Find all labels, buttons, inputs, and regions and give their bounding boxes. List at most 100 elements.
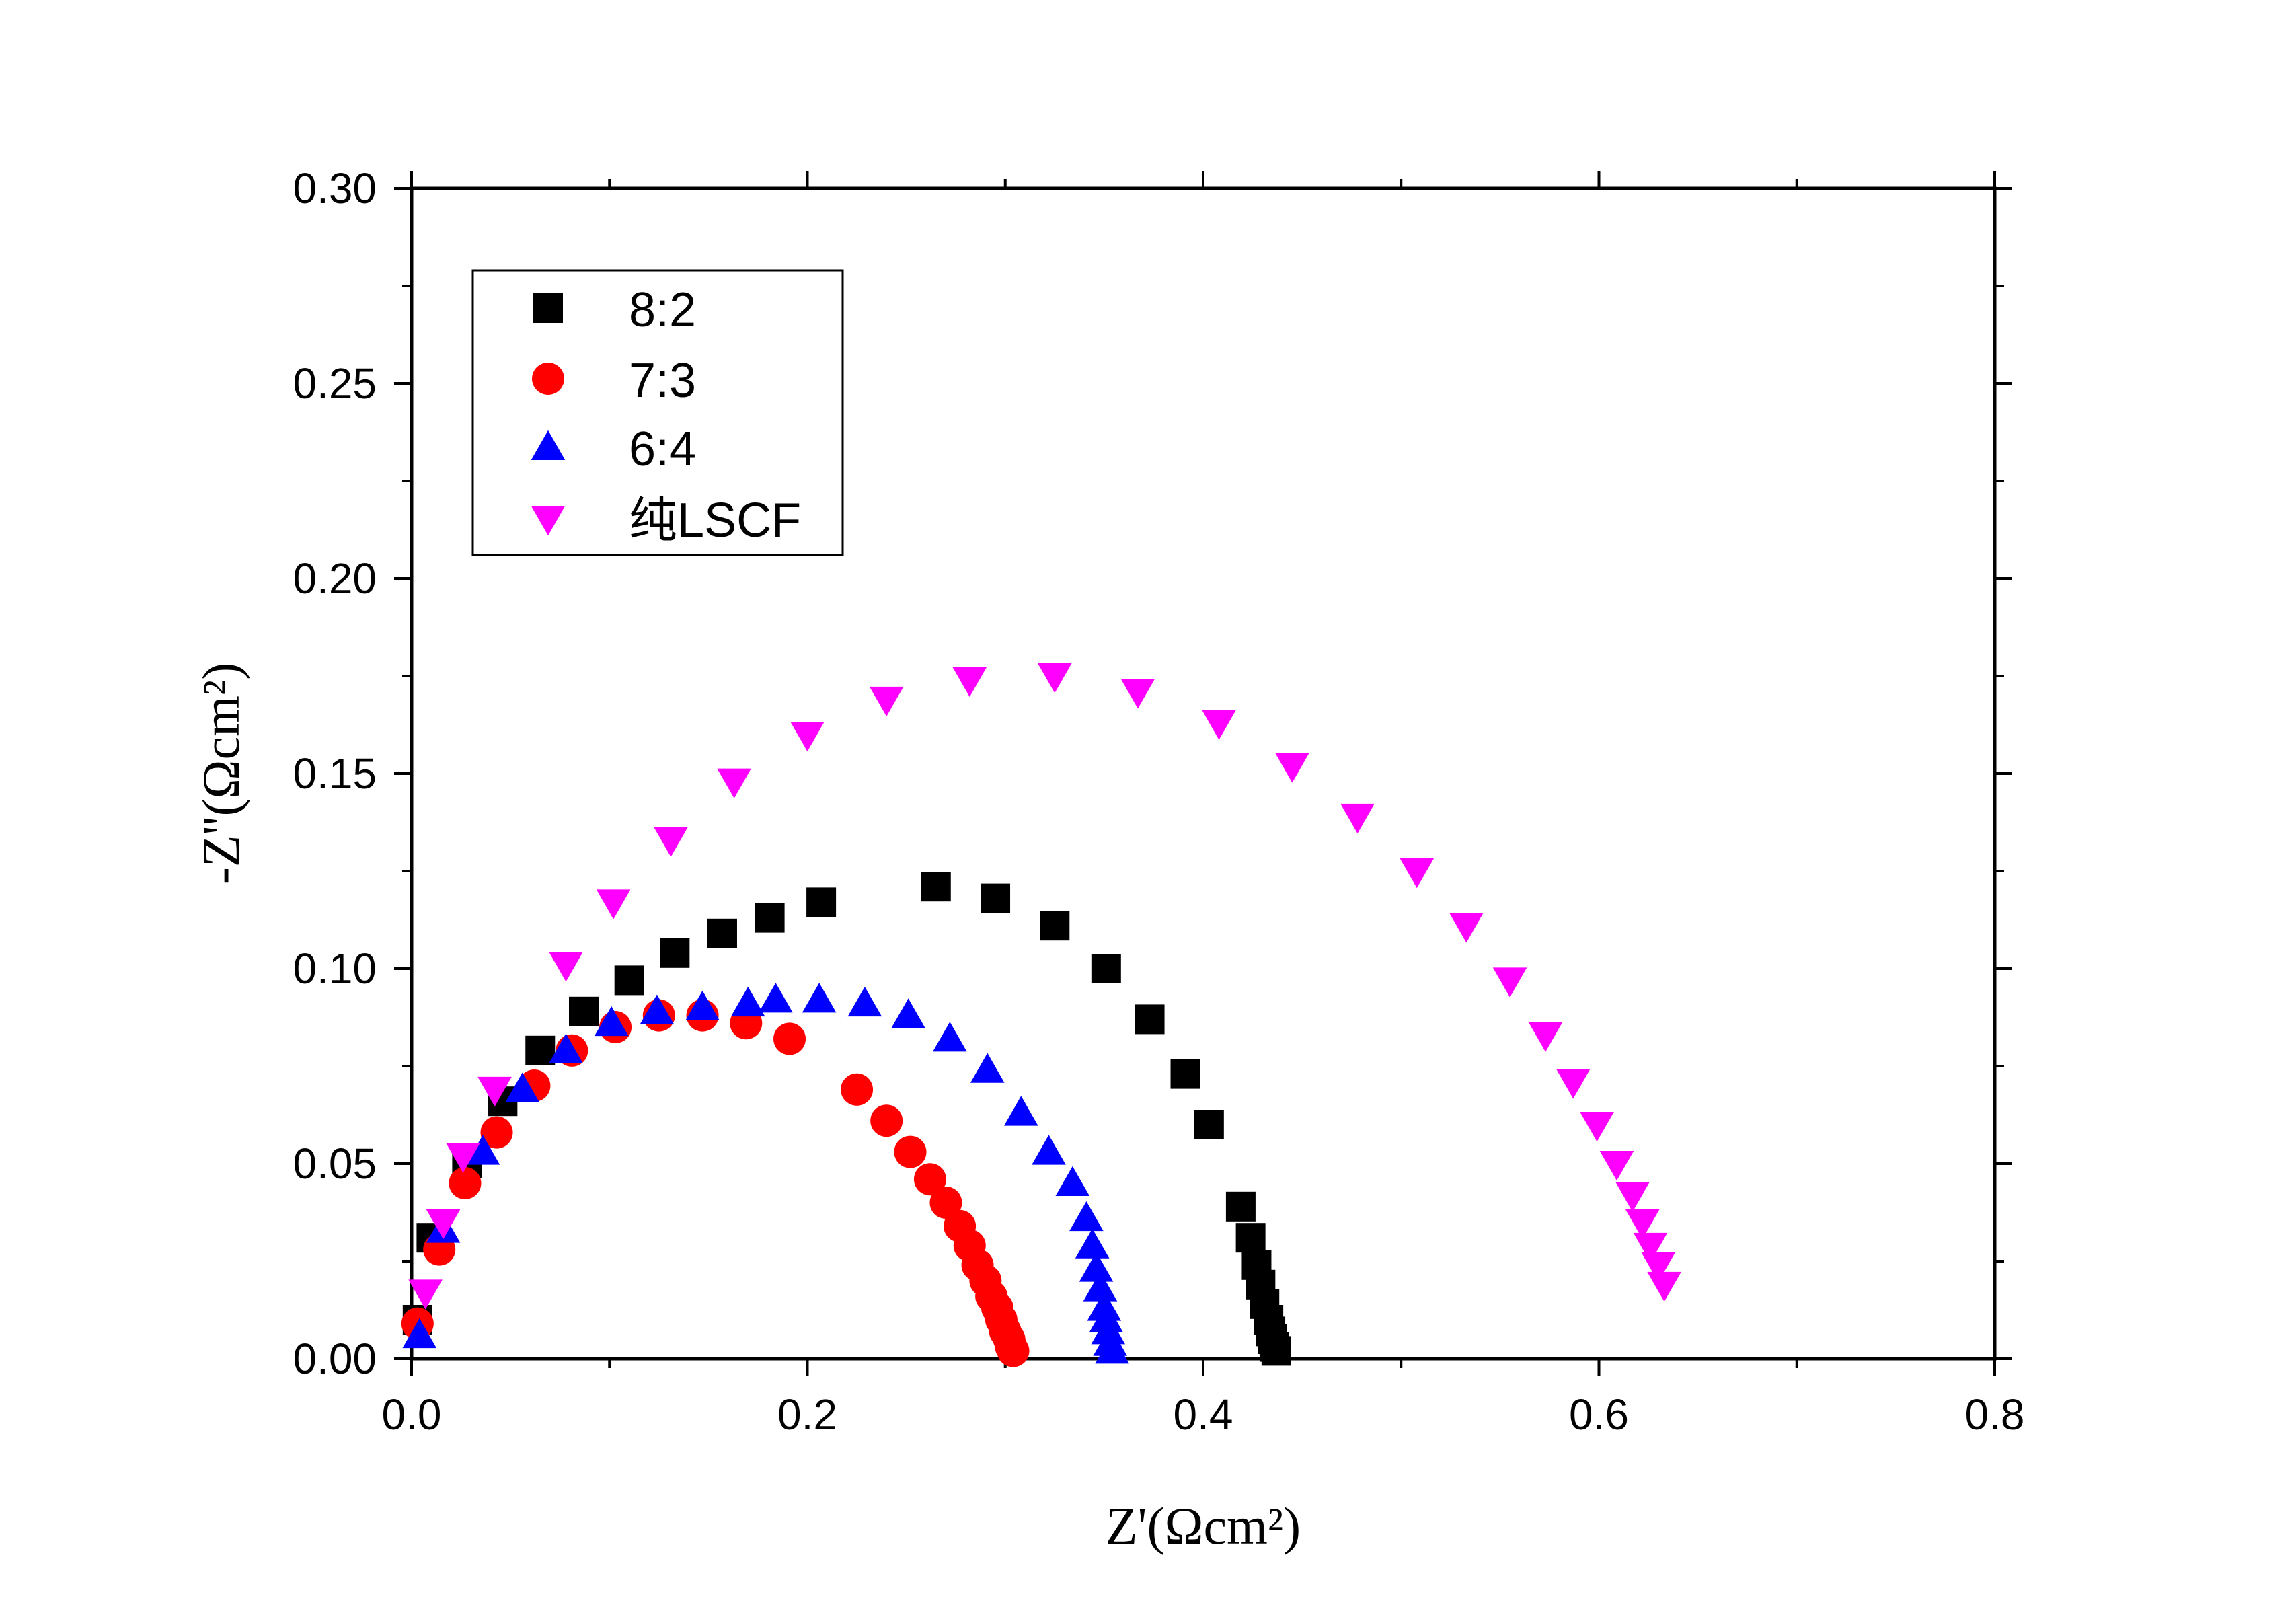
- x-axis-title: Z'(Ωcm²): [1106, 1497, 1301, 1555]
- y-tick-label: 0.00: [293, 1335, 377, 1383]
- legend-label-2: 6:4: [629, 422, 696, 476]
- data-point-series-0: [1235, 1223, 1266, 1253]
- data-point-series-2: [730, 986, 765, 1017]
- axis-tick-labels: 0.0 0.2 0.4 0.6 0.8 0.00 0.05 0.10 0.15 0.20 0.25 0…: [293, 164, 2024, 1439]
- data-point-series-3: [1641, 1252, 1676, 1283]
- data-point-series-3: [654, 827, 688, 857]
- data-point-series-3: [1615, 1182, 1650, 1212]
- data-point-series-2: [1079, 1252, 1114, 1282]
- data-point-series-0: [707, 918, 737, 948]
- data-point-series-1: [449, 1167, 482, 1199]
- data-point-series-0: [921, 872, 951, 902]
- data-point-series-2: [402, 1318, 437, 1349]
- data-point-series-0: [1040, 911, 1070, 941]
- data-point-series-2: [594, 1006, 629, 1037]
- data-point-series-2: [891, 998, 925, 1028]
- y-tick-label: 0.05: [293, 1139, 377, 1188]
- data-point-series-0: [755, 903, 785, 933]
- data-point-series-2: [933, 1022, 967, 1052]
- data-point-series-0: [806, 887, 837, 917]
- data-point-series-0: [981, 883, 1011, 913]
- data-point-series-3: [549, 952, 583, 982]
- x-tick-label: 0.4: [1174, 1390, 1233, 1439]
- data-point-series-3: [1340, 803, 1375, 834]
- legend-marker-2: [531, 430, 566, 460]
- data-point-series-0: [660, 938, 690, 968]
- data-point-series-1: [870, 1104, 903, 1137]
- data-point-series-3: [1400, 858, 1434, 889]
- data-point-series-3: [1449, 913, 1484, 943]
- data-point-series-0: [1194, 1110, 1224, 1139]
- data-point-series-3: [446, 1143, 480, 1173]
- data-point-series-3: [1492, 967, 1527, 998]
- data-point-series-2: [1083, 1271, 1118, 1302]
- data-point-series-0: [525, 1035, 556, 1065]
- data-point-series-3: [952, 667, 987, 698]
- data-point-series-2: [1055, 1166, 1090, 1196]
- data-point-series-2: [1032, 1135, 1066, 1165]
- data-point-series-2: [1075, 1228, 1110, 1259]
- data-point-series-2: [1069, 1201, 1104, 1232]
- y-tick-label: 0.25: [293, 359, 377, 408]
- data-point-series-2: [802, 983, 837, 1013]
- data-point-series-2: [640, 994, 675, 1024]
- data-point-series-0: [1261, 1336, 1291, 1366]
- legend: 8:2 7:3 6:4 纯LSCF: [471, 269, 844, 556]
- legend-marker-0: [533, 293, 563, 323]
- data-point-series-3: [717, 768, 751, 798]
- legend-label-0: 8:2: [629, 283, 696, 337]
- legend-marker-3: [531, 506, 566, 536]
- data-point-series-3: [426, 1209, 461, 1240]
- data-point-series-3: [1275, 753, 1309, 783]
- data-point-series-3: [869, 686, 904, 717]
- legend-marker-1: [532, 363, 564, 395]
- data-points: [401, 663, 1681, 1367]
- data-point-series-2: [685, 990, 720, 1020]
- data-point-series-2: [1003, 1096, 1038, 1126]
- data-point-series-0: [1225, 1191, 1256, 1222]
- data-point-series-2: [1089, 1302, 1124, 1332]
- data-point-series-0: [1135, 1004, 1165, 1035]
- data-point-series-3: [477, 1076, 512, 1107]
- data-point-series-1: [997, 1335, 1030, 1367]
- legend-label-3: 纯LSCF: [629, 494, 801, 548]
- data-point-series-0: [1091, 954, 1121, 983]
- x-tick-label: 0.0: [382, 1390, 442, 1439]
- data-point-series-2: [1087, 1291, 1122, 1321]
- data-point-series-1: [929, 1187, 962, 1219]
- data-point-series-2: [549, 1033, 583, 1063]
- data-point-series-3: [1599, 1151, 1634, 1181]
- data-point-series-0: [1170, 1059, 1200, 1089]
- data-point-series-2: [505, 1072, 540, 1102]
- y-axis-title: -Z''(Ωcm²): [192, 663, 250, 885]
- data-point-series-3: [1647, 1271, 1681, 1302]
- data-point-series-1: [841, 1073, 874, 1106]
- data-point-series-2: [759, 983, 793, 1013]
- data-point-series-3: [1528, 1022, 1563, 1052]
- data-point-series-2: [970, 1053, 1005, 1083]
- data-point-series-2: [1095, 1334, 1129, 1364]
- x-tick-label: 0.8: [1965, 1390, 2025, 1439]
- data-point-series-0: [568, 996, 599, 1026]
- data-point-series-1: [480, 1116, 513, 1149]
- axis-ticks: [394, 171, 2012, 1376]
- data-point-series-2: [1091, 1314, 1126, 1345]
- data-point-series-3: [1038, 663, 1072, 693]
- data-point-series-3: [1202, 710, 1236, 740]
- data-point-series-2: [465, 1135, 500, 1165]
- data-point-series-3: [1580, 1112, 1614, 1142]
- data-point-series-3: [1633, 1232, 1668, 1263]
- data-point-series-1: [894, 1135, 927, 1168]
- y-tick-label: 0.30: [293, 164, 377, 213]
- data-point-series-3: [408, 1279, 443, 1310]
- data-point-series-1: [913, 1163, 946, 1196]
- x-tick-label: 0.6: [1569, 1390, 1629, 1439]
- data-point-series-3: [790, 722, 825, 752]
- y-tick-label: 0.20: [293, 554, 377, 603]
- data-point-series-3: [1625, 1209, 1660, 1240]
- data-point-series-3: [1556, 1069, 1591, 1099]
- y-tick-label: 0.15: [293, 749, 377, 798]
- legend-label-1: 7:3: [629, 354, 696, 408]
- y-tick-label: 0.10: [293, 944, 377, 993]
